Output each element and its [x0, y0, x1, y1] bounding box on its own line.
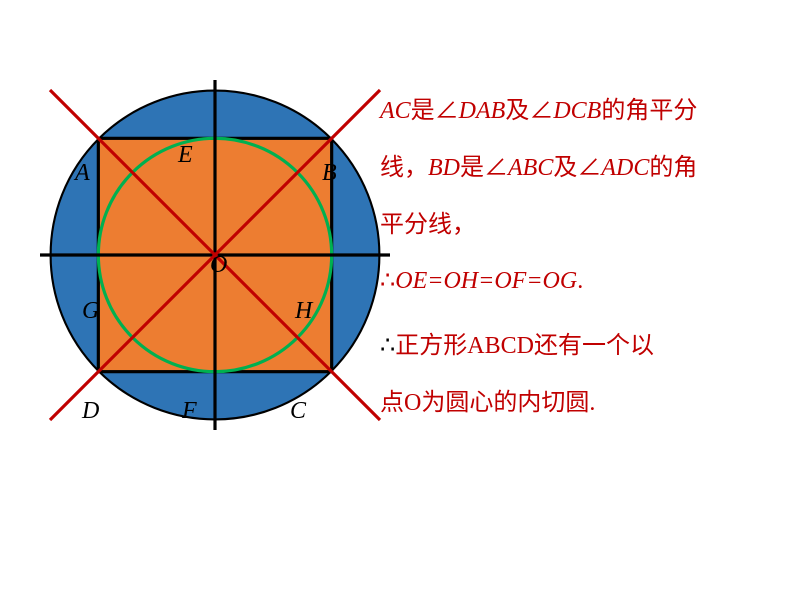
- t1d: 及∠: [505, 98, 553, 124]
- point-label-O: O: [210, 252, 227, 279]
- conc1b: 正方形ABCD还有一个以: [395, 333, 654, 359]
- therefore-1: ∴: [380, 268, 395, 294]
- point-label-B: B: [322, 160, 337, 187]
- conc-line-2: 点O为圆心的内切圆.: [380, 377, 760, 430]
- text-BD: BD: [428, 155, 460, 181]
- t2c: 是∠: [460, 155, 508, 181]
- t2a: 线，: [380, 155, 428, 181]
- text-line-2: 线，BD是∠ABC及∠ADC的角: [380, 142, 760, 195]
- therefore-2: ∴: [380, 333, 395, 359]
- t1b: 是∠: [411, 98, 459, 124]
- text-AC: AC: [380, 98, 411, 124]
- proof-text: AC是∠DAB及∠DCB的角平分 线，BD是∠ABC及∠ADC的角 平分线， ∴…: [380, 85, 760, 312]
- t4c: .: [577, 268, 583, 294]
- text-ADC: ADC: [601, 155, 649, 181]
- point-label-F: F: [182, 398, 197, 425]
- point-label-H: H: [295, 298, 312, 325]
- t2e: 及∠: [553, 155, 601, 181]
- text-line-1: AC是∠DAB及∠DCB的角平分: [380, 85, 760, 138]
- point-label-C: C: [290, 398, 306, 425]
- point-label-A: A: [75, 160, 90, 187]
- text-line-3: 平分线，: [380, 199, 760, 252]
- conclusion-text: ∴正方形ABCD还有一个以 点O为圆心的内切圆.: [380, 320, 760, 434]
- point-label-D: D: [82, 398, 99, 425]
- t2g: 的角: [649, 155, 697, 181]
- point-label-E: E: [178, 142, 193, 169]
- conc-line-1: ∴正方形ABCD还有一个以: [380, 320, 760, 373]
- text-line-4: ∴OE=OH=OF=OG.: [380, 255, 760, 308]
- text-DAB: DAB: [459, 98, 506, 124]
- t1f: 的角平分: [601, 98, 697, 124]
- t3a: 平分线，: [380, 212, 476, 238]
- text-DCB: DCB: [553, 98, 601, 124]
- text-equation: OE=OH=OF=OG: [395, 268, 577, 294]
- point-label-G: G: [82, 298, 99, 325]
- text-ABC: ABC: [508, 155, 553, 181]
- conc2a: 点O为圆心的内切圆.: [380, 390, 595, 416]
